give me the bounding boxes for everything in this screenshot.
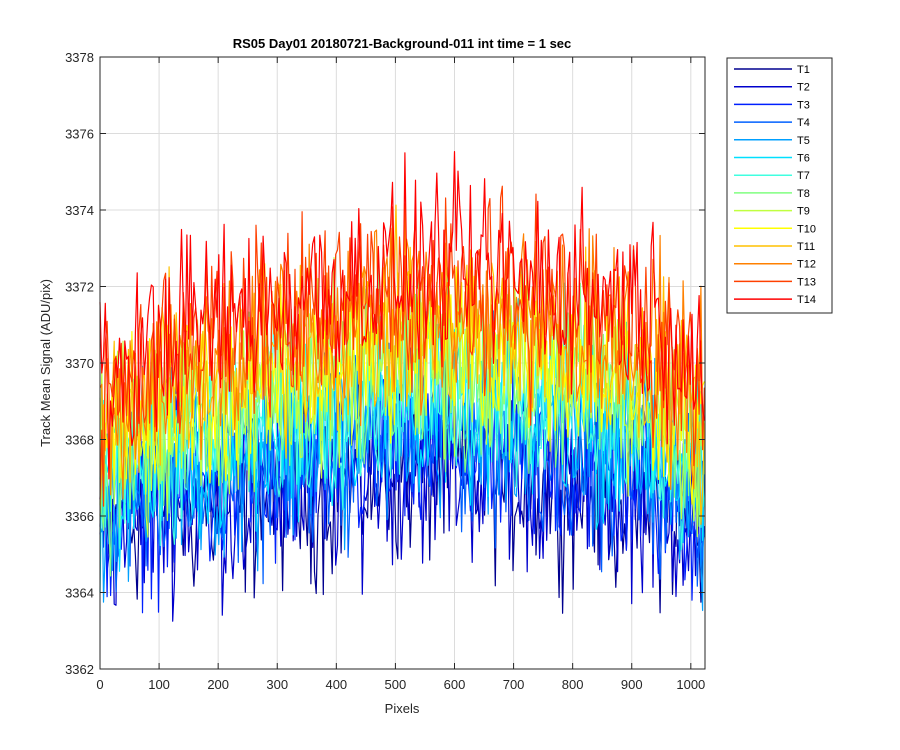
legend-entry-label: T6 xyxy=(797,153,810,165)
legend-entry-label: T7 xyxy=(797,170,810,182)
legend-entry-label: T10 xyxy=(797,223,816,235)
series-line-t12 xyxy=(99,227,705,500)
legend-entry-label: T12 xyxy=(797,259,816,271)
legend-entry-label: T11 xyxy=(797,241,815,253)
legend-entry-label: T5 xyxy=(797,135,810,147)
y-tick-label: 3372 xyxy=(65,280,94,295)
x-tick-label: 600 xyxy=(444,677,466,692)
legend-entry-label: T14 xyxy=(797,294,816,306)
x-tick-label: 200 xyxy=(207,677,229,692)
x-tick-label: 700 xyxy=(503,677,525,692)
series-line-t14 xyxy=(99,151,705,480)
x-tick-label: 500 xyxy=(385,677,407,692)
y-tick-label: 3378 xyxy=(65,50,94,65)
legend[interactable]: T1 T2 T3 T4 T5 T6 T7 T8 T9 T10 T11 T12 T13 T14 xyxy=(726,57,833,314)
x-axis-label: Pixels xyxy=(385,701,420,716)
x-tick-label: 1000 xyxy=(676,677,705,692)
legend-entry-label: T2 xyxy=(797,82,810,94)
y-axis-label: Track Mean Signal (ADU/pix) xyxy=(38,279,53,447)
x-tick-label: 100 xyxy=(148,677,170,692)
legend-entry-label: T4 xyxy=(797,117,810,129)
axis-ticks: 0 100 200 300 400 500 600 700 800 900 1000 3362 3364… xyxy=(65,50,705,692)
x-tick-label: 900 xyxy=(621,677,643,692)
y-tick-label: 3364 xyxy=(65,586,94,601)
legend-entry-label: T8 xyxy=(797,188,810,200)
legend-entry-label: T13 xyxy=(797,276,816,288)
x-tick-label: 800 xyxy=(562,677,584,692)
legend-box xyxy=(726,57,833,314)
y-tick-label: 3370 xyxy=(65,356,94,371)
series-lines xyxy=(99,151,705,622)
y-tick-label: 3374 xyxy=(65,203,94,218)
y-tick-label: 3368 xyxy=(65,433,94,448)
x-tick-label: 0 xyxy=(96,677,103,692)
legend-entry-label: T1 xyxy=(797,64,810,76)
x-tick-label: 400 xyxy=(325,677,347,692)
x-tick-label: 300 xyxy=(266,677,288,692)
legend-entry-label: T9 xyxy=(797,206,810,218)
legend-entry-label: T3 xyxy=(797,99,810,111)
y-tick-label: 3376 xyxy=(65,127,94,142)
chart-title: RS05 Day01 20180721-Background-011 int t… xyxy=(233,36,572,51)
y-tick-label: 3366 xyxy=(65,509,94,524)
y-tick-label: 3362 xyxy=(65,662,94,677)
